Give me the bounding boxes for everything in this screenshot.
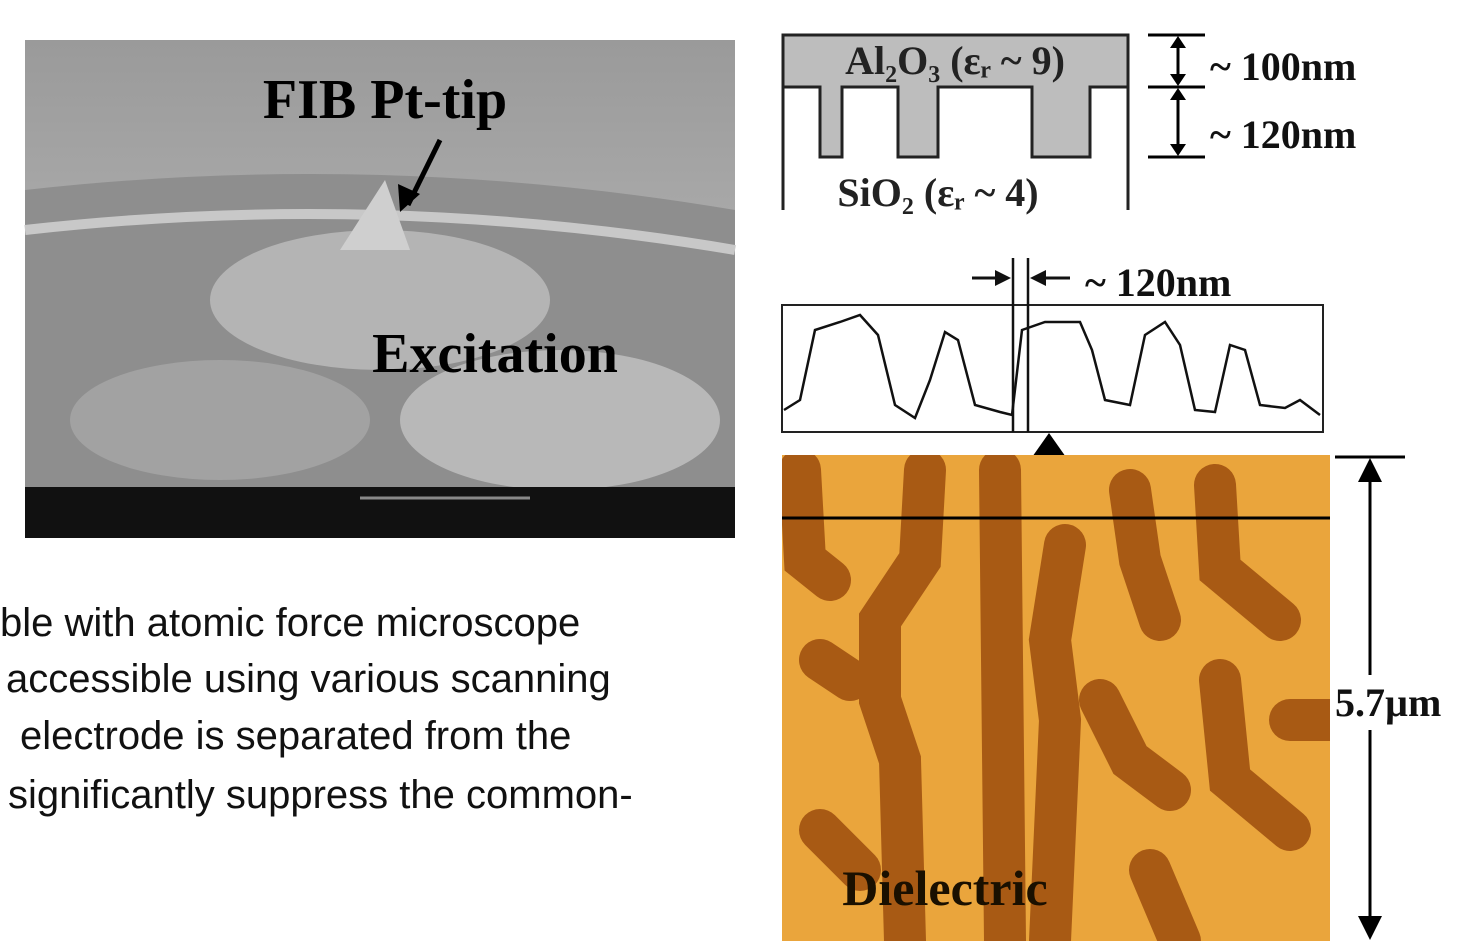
domain [820,660,850,680]
text-line: ble with atomic force microscope [0,601,580,645]
bottom-layer-label: SiO₂ (εᵣ ~ 4) [837,170,1038,215]
sem-image: FIB Pt-tip Excitation [25,40,735,538]
figure: FIB Pt-tip Excitation ble with atomic fo… [0,0,1468,941]
afm-image: Dielectric 5.7µm [782,455,1441,941]
region-label: Dielectric [842,860,1047,916]
text-line: significantly suppress the common- [8,773,633,817]
text-line: accessible using various scanning [6,657,611,701]
domain [1150,870,1180,941]
sem-databar [25,487,735,538]
top-layer-label: Al₂O₃ (εᵣ ~ 9) [845,38,1065,83]
width-label: ~ 120nm [1085,260,1231,305]
tip-label: FIB Pt-tip [263,69,507,131]
domain [1050,545,1065,941]
layer-stack: Al₂O₃ (εᵣ ~ 9) SiO₂ (εᵣ ~ 4) ~ 100nm ~ 1… [783,35,1356,215]
excitation-label: Excitation [372,323,618,385]
width-arrowhead [1030,270,1046,286]
body-text: ble with atomic force microscope accessi… [0,601,633,817]
page: FIB Pt-tip Excitation ble with atomic fo… [0,0,1468,941]
width-arrowhead [995,270,1011,286]
thickness-label: ~ 100nm [1210,44,1356,89]
size-label: 5.7µm [1335,680,1441,725]
sem-electrode [70,360,370,480]
profile-box [782,305,1323,432]
depth-label: ~ 120nm [1210,112,1356,157]
text-line: electrode is separated from the [20,714,571,758]
